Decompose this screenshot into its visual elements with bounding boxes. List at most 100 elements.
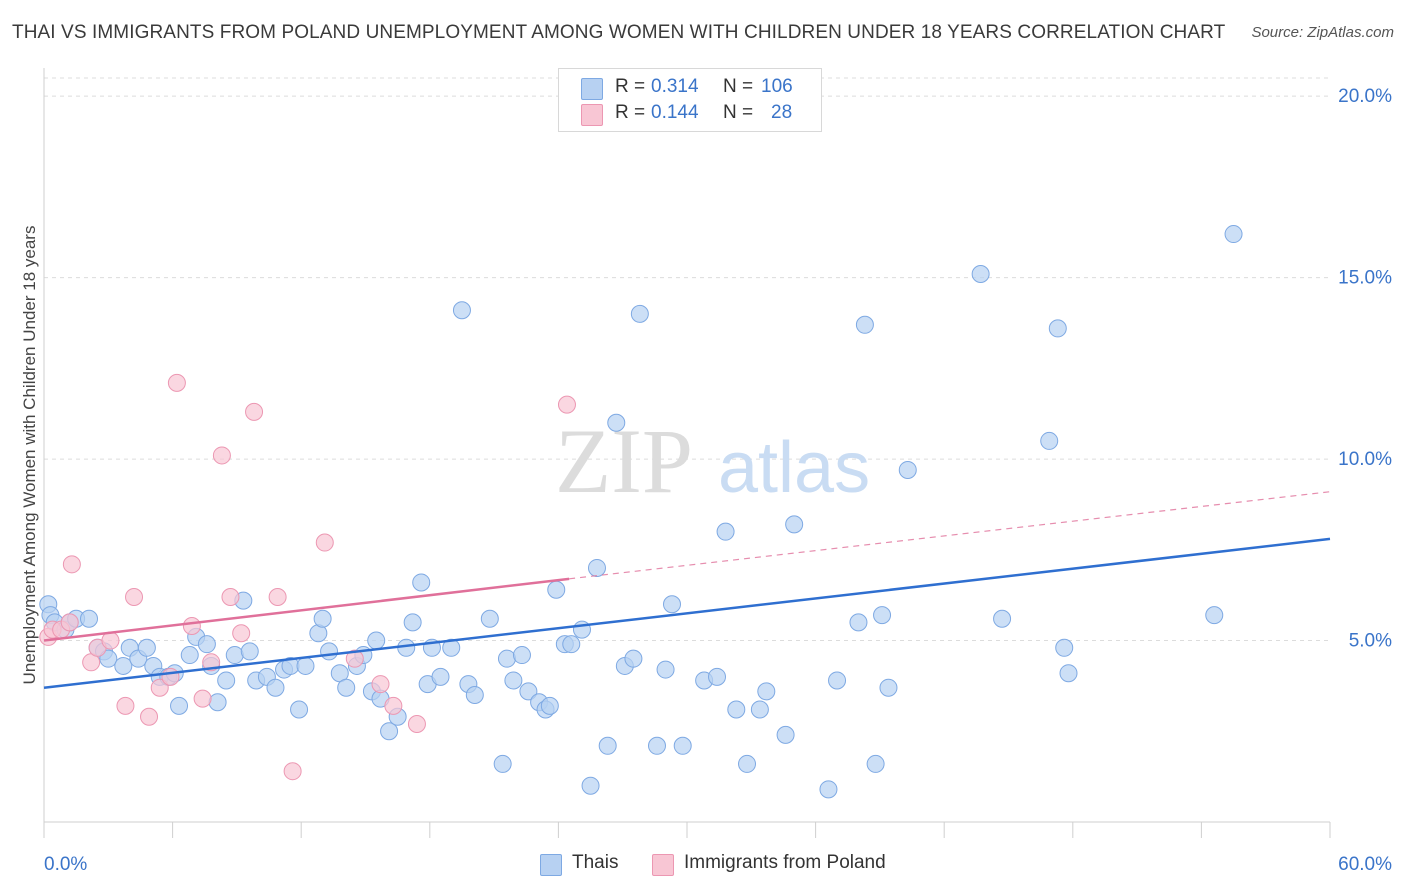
thai-point — [465, 685, 484, 704]
poland-point — [62, 555, 81, 574]
thai-point — [547, 580, 566, 599]
poland-point — [384, 696, 403, 715]
bottom-legend-label: Thais — [572, 852, 619, 873]
poland-points — [39, 373, 576, 781]
poland-point — [116, 696, 135, 715]
thai-point — [290, 700, 309, 719]
poland-point — [283, 762, 302, 781]
thai-point — [337, 678, 356, 697]
thai-point — [757, 682, 776, 701]
legend-r-value: 0.314 — [651, 76, 699, 97]
watermark-atlas: atlas — [718, 428, 870, 508]
thai-point — [403, 613, 422, 632]
poland-point — [140, 707, 159, 726]
chart-title: THAI VS IMMIGRANTS FROM POLAND UNEMPLOYM… — [12, 22, 1226, 43]
thai-point — [1224, 225, 1243, 244]
thai-point — [519, 682, 538, 701]
correlation-legend: R = 0.314 N = 106 R = 0.144 N = 28 — [558, 68, 822, 132]
thai-point — [993, 609, 1012, 628]
thai-point — [727, 700, 746, 719]
thai-point — [879, 678, 898, 697]
thai-point — [114, 656, 133, 675]
legend-n-value: 28 — [771, 102, 793, 123]
poland-trend-line — [43, 577, 570, 642]
legend-n-label: N = — [723, 76, 754, 97]
thai-point — [80, 609, 99, 628]
poland-point — [212, 446, 231, 465]
thai-point — [180, 646, 199, 665]
thai-point — [587, 558, 606, 577]
source-label: Source: ZipAtlas.com — [1251, 24, 1394, 41]
thai-point — [716, 522, 735, 541]
thai-point — [266, 678, 285, 697]
thai-point — [313, 609, 332, 628]
thai-point — [855, 315, 874, 334]
thai-point — [99, 649, 118, 668]
thai-point — [673, 736, 692, 755]
thai-point — [540, 696, 559, 715]
y-tick-label: 15.0% — [1338, 268, 1392, 289]
thai-point — [480, 609, 499, 628]
thai-point — [819, 780, 838, 799]
thai-point — [624, 649, 643, 668]
gridlines — [44, 77, 1330, 642]
thai-point — [581, 776, 600, 795]
poland-point — [245, 402, 264, 421]
thai-point — [497, 649, 516, 668]
thai-point — [442, 638, 461, 657]
legend-r-value: 0.144 — [651, 102, 699, 123]
thai-point — [898, 460, 917, 479]
thai-point — [320, 642, 339, 661]
bottom-legend-label: Immigrants from Poland — [684, 852, 886, 873]
thai-point — [738, 754, 757, 773]
thai-point — [708, 667, 727, 686]
thai-point — [1205, 606, 1224, 625]
thai-point — [750, 700, 769, 719]
poland-point — [167, 373, 186, 392]
y-tick-label: 10.0% — [1338, 449, 1392, 470]
thai-point — [240, 642, 259, 661]
poland-point — [221, 587, 240, 606]
thai-point — [197, 635, 216, 654]
thai-point — [562, 635, 581, 654]
thai-point — [493, 754, 512, 773]
thai-point — [225, 646, 244, 665]
poland-point — [407, 715, 426, 734]
poland-point — [161, 667, 180, 686]
thai-point — [656, 660, 675, 679]
legend-r-label: R = — [615, 102, 646, 123]
thai-point — [607, 413, 626, 432]
poland-point — [557, 395, 576, 414]
thai-point — [598, 736, 617, 755]
trend-lines — [43, 491, 1331, 689]
thai-point — [208, 693, 227, 712]
thai-point — [380, 722, 399, 741]
thai-point — [512, 646, 531, 665]
poland-point — [202, 653, 221, 672]
thai-point — [397, 638, 416, 657]
thai-point — [367, 631, 386, 650]
thai-points — [39, 225, 1243, 799]
thai-point — [296, 656, 315, 675]
poland-point — [345, 649, 364, 668]
thai-point — [452, 301, 471, 320]
x-tick-label: 60.0% — [1338, 854, 1392, 875]
thai-point — [170, 696, 189, 715]
poland-trend-extension — [569, 491, 1331, 580]
thai-point — [1055, 638, 1074, 657]
thai-point — [1059, 664, 1078, 683]
poland-point — [268, 587, 287, 606]
thai-point — [647, 736, 666, 755]
poland-point — [150, 678, 169, 697]
legend-n-label: N = — [723, 102, 754, 123]
thai-point — [873, 606, 892, 625]
thai-point — [785, 515, 804, 534]
thai-point — [866, 754, 885, 773]
thai-point — [217, 671, 236, 690]
thai-point — [431, 667, 450, 686]
y-tick-label: 20.0% — [1338, 86, 1392, 107]
x-tick-label: 0.0% — [44, 854, 87, 875]
thai-swatch — [581, 78, 603, 100]
thai-point — [504, 671, 523, 690]
